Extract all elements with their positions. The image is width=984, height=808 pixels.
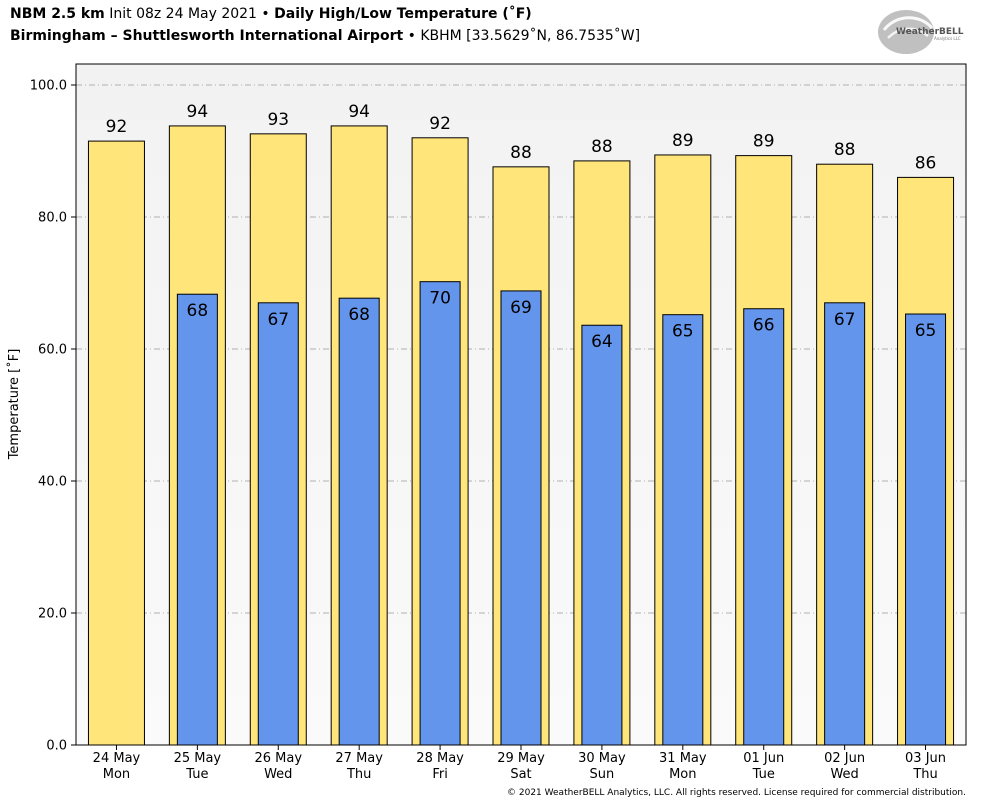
x-tick-label-day: Fri <box>432 767 448 782</box>
x-tick-label-date: 03 Jun <box>905 751 946 766</box>
low-temp-bar <box>338 297 380 746</box>
low-temp-label: 67 <box>834 310 856 330</box>
high-temp-label: 92 <box>429 114 451 134</box>
x-tick-label-date: 31 May <box>659 751 707 766</box>
low-temp-bar <box>500 290 542 746</box>
low-temp-bar <box>743 308 785 746</box>
x-tick-label-day: Thu <box>346 767 371 782</box>
low-temp-label: 70 <box>429 289 451 309</box>
x-tick-label-day: Wed <box>830 767 858 782</box>
low-temp-bar <box>257 302 299 746</box>
data-labels: 92 94 68 93 67 94 68 92 70 88 69 88 64 89 65 89 66 88 67 86… <box>106 102 937 352</box>
x-tick-label-date: 27 May <box>335 751 383 766</box>
title-separator: • <box>261 6 270 22</box>
x-tick-label-day: Wed <box>264 767 292 782</box>
y-tick-label: 80.0 <box>38 211 67 226</box>
low-temp-bar <box>824 302 866 746</box>
x-tick-label-date: 29 May <box>497 751 545 766</box>
x-tick-label-day: Sat <box>510 767 531 782</box>
x-tick-label-day: Sun <box>590 767 615 782</box>
high-temp-label: 86 <box>915 153 937 173</box>
low-temp-label: 66 <box>753 316 775 336</box>
x-tick-label-day: Mon <box>669 767 696 782</box>
low-temp-label: 68 <box>348 305 370 325</box>
high-temp-label: 94 <box>348 102 370 122</box>
high-temp-label: 89 <box>753 132 775 152</box>
high-temp-label: 88 <box>834 140 856 160</box>
y-tick-label: 100.0 <box>30 79 67 94</box>
y-axis-label: Temperature [˚F] <box>6 349 22 461</box>
x-tick-label-date: 30 May <box>578 751 626 766</box>
model-name: NBM 2.5 km <box>10 6 105 22</box>
high-temp-label: 89 <box>672 131 694 151</box>
x-tick-label-date: 28 May <box>416 751 464 766</box>
high-temp-bar <box>87 140 145 746</box>
x-tick-label-date: 01 Jun <box>743 751 784 766</box>
high-temp-label: 88 <box>510 143 532 163</box>
x-tick-label-date: 24 May <box>93 751 141 766</box>
low-temp-label: 64 <box>591 332 613 352</box>
y-tick-label: 60.0 <box>38 343 67 358</box>
x-tick-label-day: Thu <box>912 767 937 782</box>
x-tick-label-date: 25 May <box>174 751 222 766</box>
y-tick-label: 0.0 <box>46 739 67 754</box>
location-name: Birmingham – Shuttlesworth International… <box>10 28 404 44</box>
y-tick-label: 40.0 <box>38 475 67 490</box>
chart-title: NBM 2.5 km Init 08z 24 May 2021 • Daily … <box>10 6 532 22</box>
product-name: Daily High/Low Temperature (˚F) <box>274 6 532 22</box>
y-tick-label: 20.0 <box>38 607 67 622</box>
weatherbell-logo: WeatherBELL Analytics LLC <box>878 10 964 54</box>
low-temp-label: 65 <box>672 322 694 342</box>
low-temp-label: 65 <box>915 321 937 341</box>
low-temp-label: 67 <box>267 310 289 330</box>
high-temp-label: 88 <box>591 137 613 157</box>
x-tick-label-date: 26 May <box>254 751 302 766</box>
low-temp-bar <box>581 324 623 746</box>
bars <box>87 125 955 746</box>
low-temp-label: 69 <box>510 298 532 318</box>
low-temp-bar <box>905 313 947 746</box>
low-temp-bar <box>176 293 218 746</box>
x-tick-label-day: Mon <box>103 767 130 782</box>
logo-text: WeatherBELL <box>896 27 964 37</box>
high-temp-label: 92 <box>106 117 128 137</box>
low-temp-label: 68 <box>187 301 209 321</box>
high-temp-label: 94 <box>187 102 209 122</box>
low-temp-bar <box>662 314 704 746</box>
low-temp-bar <box>419 281 461 746</box>
logo-subtext: Analytics LLC <box>934 36 961 41</box>
copyright-notice: © 2021 WeatherBELL Analytics, LLC. All r… <box>507 788 966 798</box>
subtitle-separator: • <box>407 28 416 44</box>
x-tick-label-day: Tue <box>185 767 208 782</box>
chart-subtitle: Birmingham – Shuttlesworth International… <box>10 28 640 44</box>
init-time: Init 08z 24 May 2021 <box>109 6 257 22</box>
x-tick-label-day: Tue <box>752 767 775 782</box>
x-tick-label-date: 02 Jun <box>824 751 865 766</box>
station-info: KBHM [33.5629˚N, 86.7535˚W] <box>420 28 641 44</box>
high-temp-label: 93 <box>267 110 289 130</box>
